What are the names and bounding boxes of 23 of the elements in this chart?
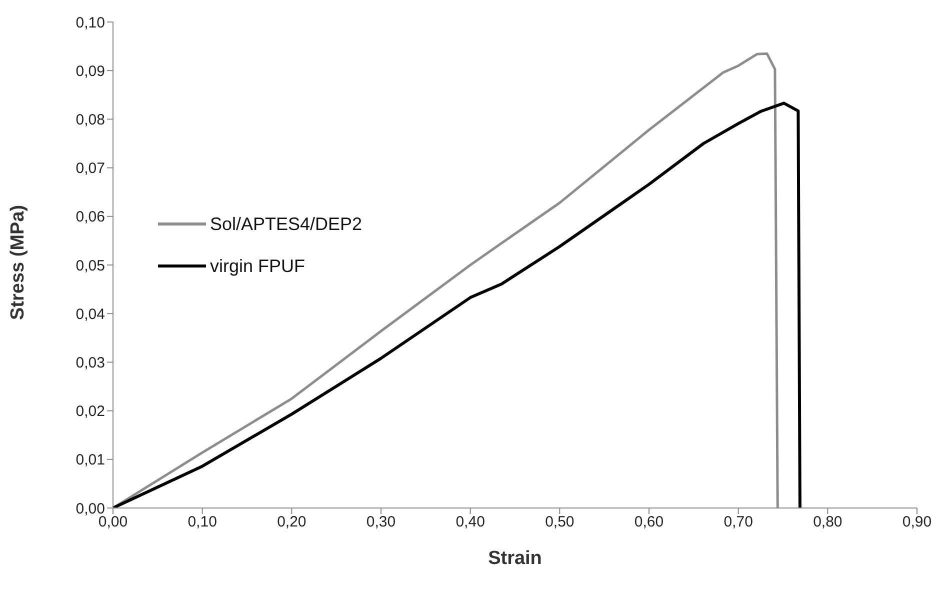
y-tick-label: 0,05 <box>76 257 105 274</box>
y-tick-label: 0,09 <box>76 62 105 80</box>
y-tick-label: 0,06 <box>76 208 105 226</box>
y-tick-label: 0,02 <box>76 403 105 420</box>
y-axis-title: Stress (MPa) <box>8 204 29 320</box>
y-tick-label: 0,10 <box>76 14 105 32</box>
y-tick-label: 0,07 <box>76 160 105 178</box>
x-tick-label: 0,60 <box>634 514 664 531</box>
y-tick-label: 0,03 <box>76 354 105 372</box>
y-tick-label: 0,04 <box>76 306 105 323</box>
y-tick-label: 0,08 <box>76 112 105 129</box>
x-tick-label: 0,90 <box>902 514 932 531</box>
x-tick-label: 0,30 <box>366 514 396 531</box>
legend-label: Sol/APTES4/DEP2 <box>210 214 362 234</box>
x-tick-label: 0,80 <box>813 514 842 531</box>
x-axis-title: Strain <box>488 548 542 569</box>
x-tick-label: 0,70 <box>724 514 753 531</box>
x-tick-label: 0,20 <box>277 514 306 531</box>
y-tick-label: 0,01 <box>76 452 105 469</box>
x-tick-label: 0,40 <box>456 514 485 531</box>
x-tick-label: 0,10 <box>188 514 217 531</box>
x-tick-label: 0,50 <box>545 514 574 531</box>
legend-label: virgin FPUF <box>210 256 306 276</box>
